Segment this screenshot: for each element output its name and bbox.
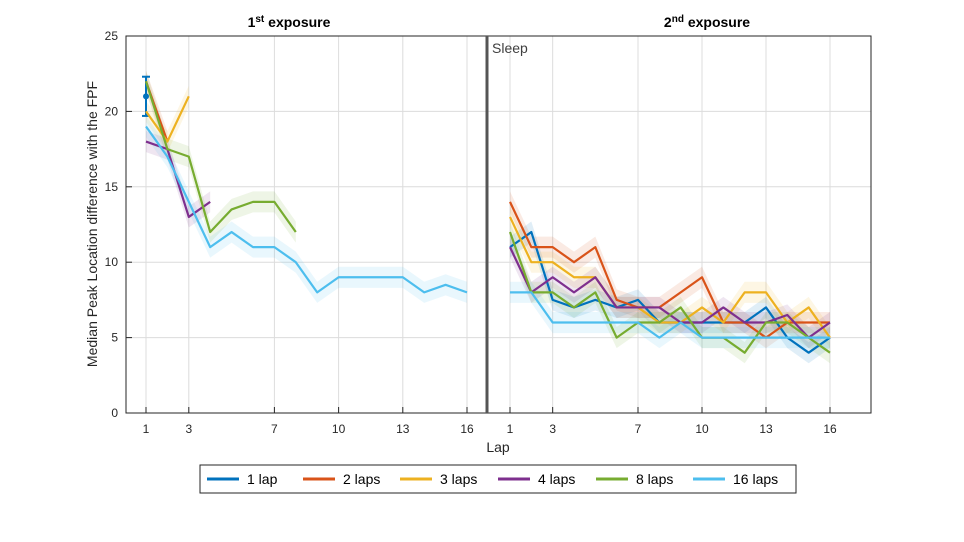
- x-tick-label: 1: [507, 422, 514, 436]
- x-tick-label: 13: [759, 422, 773, 436]
- x-tick-label: 1: [143, 422, 150, 436]
- grid: [126, 35, 871, 414]
- series-line-second-1: [509, 201, 830, 339]
- x-axis-label: Lap: [486, 439, 510, 455]
- legend-label-2: 3 laps: [440, 471, 477, 487]
- x-axis-ticks: 1 3 7 10 13 16 1 3 7 10 13 16: [143, 407, 837, 436]
- y-tick-label: 10: [105, 255, 119, 269]
- legend-label-0: 1 lap: [247, 471, 278, 487]
- y-axis-label: Median Peak Location difference with the…: [84, 81, 100, 367]
- series-line-first-5: [145, 125, 468, 294]
- legend-label-1: 2 laps: [343, 471, 380, 487]
- series-lines: [142, 75, 831, 354]
- y-tick-label: 20: [105, 104, 119, 118]
- legend-label-5: 16 laps: [733, 471, 778, 487]
- y-axis-ticks: 0 5 10 15 20 25: [105, 29, 132, 420]
- sleep-annotation: Sleep: [492, 40, 528, 56]
- panel-title-first: 1st exposure: [248, 14, 331, 30]
- band-second-3: [510, 236, 830, 349]
- y-tick-label: 5: [111, 331, 118, 345]
- band-first-4: [146, 70, 296, 243]
- x-tick-label: 10: [332, 422, 346, 436]
- band-first-2: [146, 85, 189, 153]
- band-second-1: [510, 191, 830, 349]
- band-second-0: [510, 221, 830, 364]
- y-tick-label: 25: [105, 29, 119, 43]
- series-line-first-3: [145, 140, 211, 219]
- x-tick-label: 7: [635, 422, 642, 436]
- x-tick-label: 3: [549, 422, 556, 436]
- x-tick-label: 13: [396, 422, 410, 436]
- legend-label-4: 8 laps: [636, 471, 673, 487]
- band-second-5: [510, 281, 830, 349]
- x-tick-label: 16: [823, 422, 837, 436]
- series-line-first-2: [145, 95, 190, 143]
- series-line-first-4: [144, 80, 297, 234]
- series-line-second-4: [508, 231, 831, 354]
- series-line-second-2: [509, 216, 831, 339]
- confidence-bands: [146, 70, 830, 364]
- plot-frame: [125, 35, 872, 414]
- panel-title-second: 2nd exposure: [664, 14, 750, 30]
- legend: 1 lap 2 laps 3 laps 4 laps 8 laps 16 laps: [199, 464, 797, 494]
- y-tick-label: 0: [111, 406, 118, 420]
- x-tick-label: 3: [185, 422, 192, 436]
- band-first-5: [146, 115, 467, 303]
- x-tick-label: 7: [271, 422, 278, 436]
- y-tick-label: 15: [105, 180, 119, 194]
- x-tick-label: 16: [460, 422, 474, 436]
- series-point-first-0: [143, 93, 149, 100]
- series-line-second-5: [510, 291, 830, 339]
- legend-label-3: 4 laps: [538, 471, 575, 487]
- x-tick-label: 10: [695, 422, 709, 436]
